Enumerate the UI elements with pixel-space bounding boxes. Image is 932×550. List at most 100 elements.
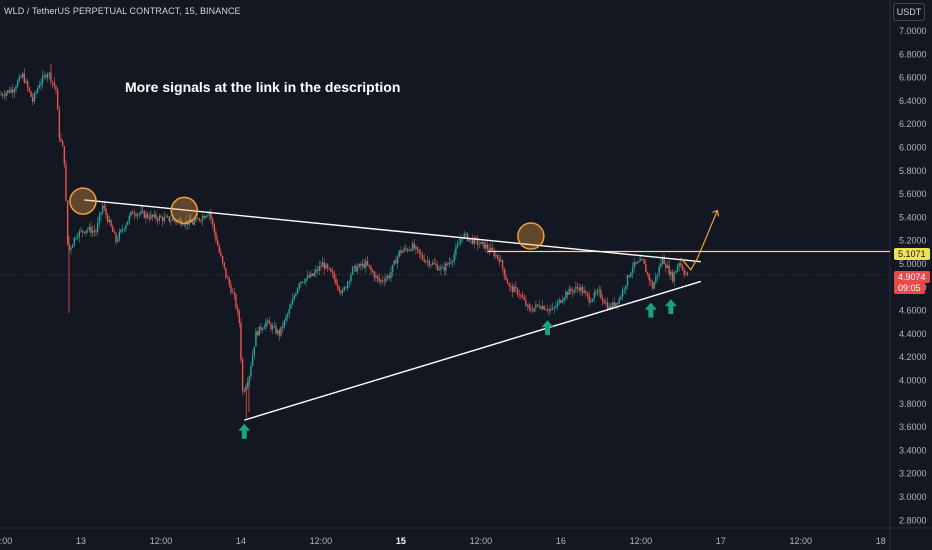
candle-body bbox=[543, 306, 545, 310]
candle-body bbox=[510, 286, 512, 287]
candle-body bbox=[243, 390, 245, 392]
candle-body bbox=[553, 307, 555, 309]
candle-body bbox=[418, 249, 420, 254]
candle-body bbox=[593, 292, 595, 299]
candle-body bbox=[318, 266, 320, 271]
candle-body bbox=[60, 138, 62, 141]
candle-body bbox=[338, 286, 340, 291]
candle-body bbox=[453, 254, 455, 262]
candle-body bbox=[146, 213, 149, 218]
candle-body bbox=[598, 290, 600, 292]
candle-body bbox=[578, 288, 580, 291]
candle-body bbox=[541, 306, 544, 309]
candle-body bbox=[565, 291, 567, 299]
candle-body bbox=[511, 286, 514, 293]
y-tick-label: 5.2000 bbox=[899, 236, 927, 246]
candle-body bbox=[571, 291, 574, 293]
candle-body bbox=[425, 261, 427, 262]
candle-body bbox=[55, 85, 57, 90]
candle-body bbox=[456, 244, 459, 248]
candle-body bbox=[108, 219, 111, 222]
candle-body bbox=[546, 309, 549, 311]
candle-body bbox=[110, 219, 112, 227]
candle-body bbox=[431, 262, 434, 265]
candle-body bbox=[73, 237, 76, 245]
candle-body bbox=[523, 297, 525, 300]
level-price-tag: 5.1071 bbox=[894, 248, 930, 260]
candle-body bbox=[613, 302, 615, 307]
candle-body bbox=[220, 252, 222, 257]
candle-body bbox=[420, 253, 422, 255]
candle-body bbox=[86, 229, 89, 231]
candle-body bbox=[566, 291, 569, 295]
candle-body bbox=[0, 94, 2, 96]
candle-body bbox=[90, 226, 92, 233]
y-tick-label: 6.2000 bbox=[899, 119, 927, 129]
candle-body bbox=[555, 306, 557, 308]
candle-body bbox=[608, 306, 610, 310]
candle-body bbox=[465, 233, 467, 235]
candle-body bbox=[406, 249, 409, 251]
candle-body bbox=[168, 216, 170, 222]
candle-body bbox=[508, 283, 510, 287]
candle-body bbox=[536, 304, 539, 306]
candle-body bbox=[61, 140, 64, 147]
x-tick-label: 17 bbox=[716, 536, 726, 546]
candle-body bbox=[535, 304, 537, 308]
candle-body bbox=[266, 320, 269, 322]
candle-body bbox=[528, 304, 530, 309]
currency-button[interactable]: USDT bbox=[893, 3, 925, 21]
candle-body bbox=[98, 215, 101, 223]
candle-body bbox=[360, 263, 362, 267]
candle-body bbox=[685, 273, 687, 275]
candle-body bbox=[151, 214, 154, 217]
candle-body bbox=[191, 222, 194, 225]
candle-body bbox=[380, 280, 382, 282]
candle-body bbox=[433, 262, 435, 264]
candle-body bbox=[76, 237, 79, 239]
candle-body bbox=[466, 233, 469, 241]
candle-body bbox=[680, 263, 682, 266]
candle-body bbox=[611, 302, 614, 309]
candle-body bbox=[385, 278, 387, 282]
candle-body bbox=[458, 242, 460, 245]
forecast-path bbox=[680, 210, 719, 271]
candle-body bbox=[503, 268, 505, 276]
candle-body bbox=[310, 273, 312, 278]
candle-body bbox=[115, 233, 117, 242]
candle-body bbox=[643, 259, 645, 264]
candle-body bbox=[91, 230, 94, 233]
candle-body bbox=[646, 272, 649, 274]
candle-body bbox=[388, 275, 390, 278]
candle-body bbox=[165, 216, 167, 218]
candle-body bbox=[26, 81, 29, 88]
candle-body bbox=[438, 269, 440, 271]
candle-body bbox=[668, 265, 670, 275]
candle-body bbox=[330, 268, 332, 272]
candle-body bbox=[33, 93, 36, 102]
candle-body bbox=[240, 322, 242, 360]
candle-body bbox=[16, 81, 19, 87]
candle-body bbox=[265, 321, 267, 328]
candle-body bbox=[205, 216, 207, 218]
candle-body bbox=[148, 217, 150, 219]
candle-body bbox=[133, 213, 135, 215]
candle-body bbox=[183, 224, 185, 226]
candle-body bbox=[636, 261, 639, 264]
candle-body bbox=[526, 304, 529, 306]
candle-body bbox=[10, 89, 12, 93]
candle-body bbox=[345, 287, 347, 289]
candle-body bbox=[386, 275, 389, 279]
candle-body bbox=[116, 239, 119, 242]
candle-body bbox=[393, 260, 395, 265]
candle-body bbox=[486, 244, 489, 250]
candle-body bbox=[280, 326, 282, 336]
candle-body bbox=[618, 298, 620, 304]
y-tick-label: 3.8000 bbox=[899, 399, 927, 409]
candle-body bbox=[268, 320, 270, 325]
candle-body bbox=[106, 214, 109, 222]
candle-body bbox=[271, 326, 274, 330]
candle-body bbox=[281, 326, 284, 328]
